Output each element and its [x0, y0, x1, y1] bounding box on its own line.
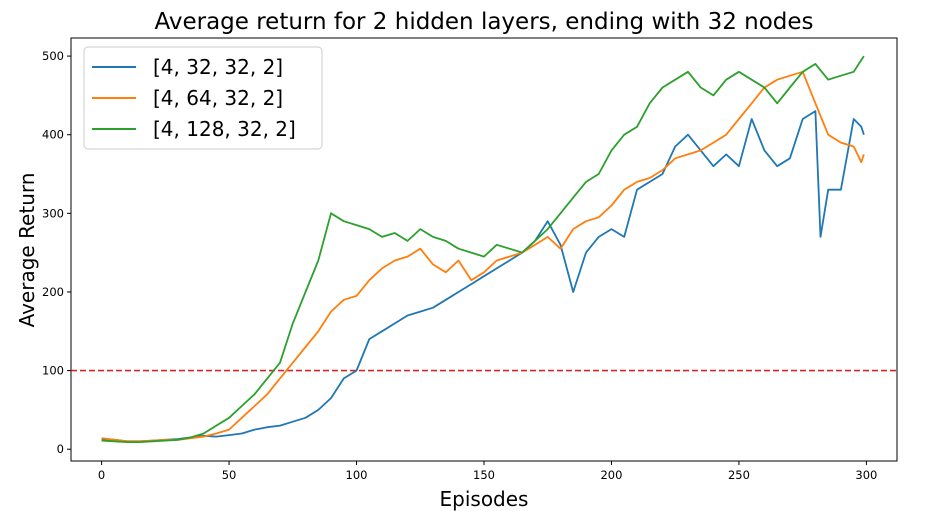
x-axis-title: Episodes	[440, 487, 529, 511]
plot-area: 0 100 200 300 400 500 0 50 100 150 200 250 300	[42, 37, 898, 482]
y-axis-ticks: 0 100 200 300 400 500	[42, 49, 71, 456]
x-tick-label: 250	[728, 468, 750, 482]
x-tick-label: 150	[473, 468, 495, 482]
series-line-3	[101, 55, 865, 444]
y-tick-label: 500	[42, 49, 64, 63]
x-tick-label: 300	[855, 468, 877, 482]
y-tick-label: 300	[42, 206, 64, 220]
y-tick-label: 200	[42, 285, 64, 299]
legend-label-3: [4, 128, 32, 2]	[153, 117, 296, 141]
y-axis-title: Average Return	[15, 173, 39, 328]
legend: [4, 32, 32, 2] [4, 64, 32, 2] [4, 128, 32,…	[83, 46, 323, 150]
y-tick-label: 100	[42, 364, 64, 378]
x-tick-label: 100	[346, 468, 368, 482]
legend-label-2: [4, 64, 32, 2]	[153, 86, 283, 110]
y-tick-label: 0	[57, 442, 64, 456]
x-tick-label: 0	[98, 468, 105, 482]
series-line-2	[101, 70, 865, 443]
series-line-1	[101, 110, 865, 443]
series-lines	[101, 55, 865, 444]
legend-label-1: [4, 32, 32, 2]	[153, 55, 283, 79]
y-tick-label: 400	[42, 128, 64, 142]
chart-title: Average return for 2 hidden layers, endi…	[154, 9, 813, 35]
x-tick-label: 50	[222, 468, 237, 482]
x-axis-ticks: 0 50 100 150 200 250 300	[98, 461, 877, 482]
x-tick-label: 200	[600, 468, 622, 482]
legend-box	[83, 46, 323, 150]
